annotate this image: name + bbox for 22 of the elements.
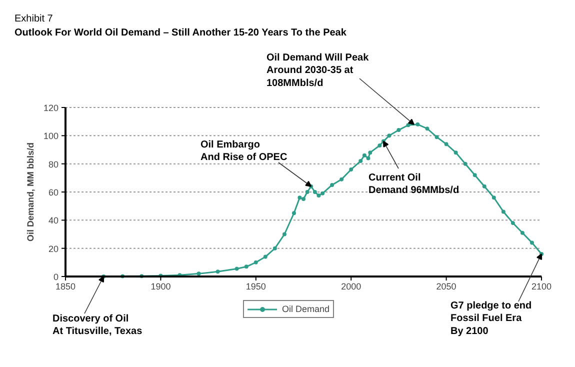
y-tick-label: 20 xyxy=(48,244,59,254)
y-tick-label: 40 xyxy=(48,216,59,226)
x-tick-label: 2100 xyxy=(531,282,552,292)
y-axis-title: Oil Demand, MM bbls/d xyxy=(26,142,36,242)
x-tick-label: 2000 xyxy=(341,282,362,292)
y-tick-label: 120 xyxy=(43,103,59,113)
y-tick-label: 0 xyxy=(53,272,59,282)
x-tick-label: 2050 xyxy=(436,282,456,292)
annotation: Oil Demand Will Peak Around 2030-35 at 108MMbls/d xyxy=(266,52,370,89)
x-tick-label: 1850 xyxy=(55,282,76,292)
chart-title: Exhibit 7 xyxy=(14,14,54,24)
annotation: Oil Embargo And Rise of OPEC xyxy=(200,140,288,164)
x-tick-label: 1900 xyxy=(150,282,171,292)
annotation: G7 pledge to end Fossil Fuel Era By 2100 xyxy=(450,300,532,337)
y-tick-label: 100 xyxy=(43,131,59,142)
legend-label: Oil Demand xyxy=(282,304,330,314)
annotation: Discovery of Oil At Titusville, Texas xyxy=(52,314,143,338)
annotation: Current Oil Demand 96MMbs/d xyxy=(368,172,460,196)
chart-subtitle: Outlook For World Oil Demand – Still Another 15-20 Years To the Peak xyxy=(14,28,347,38)
x-tick-label: 1950 xyxy=(246,282,266,292)
y-tick-label: 80 xyxy=(48,159,59,170)
y-tick-label: 60 xyxy=(48,188,59,198)
